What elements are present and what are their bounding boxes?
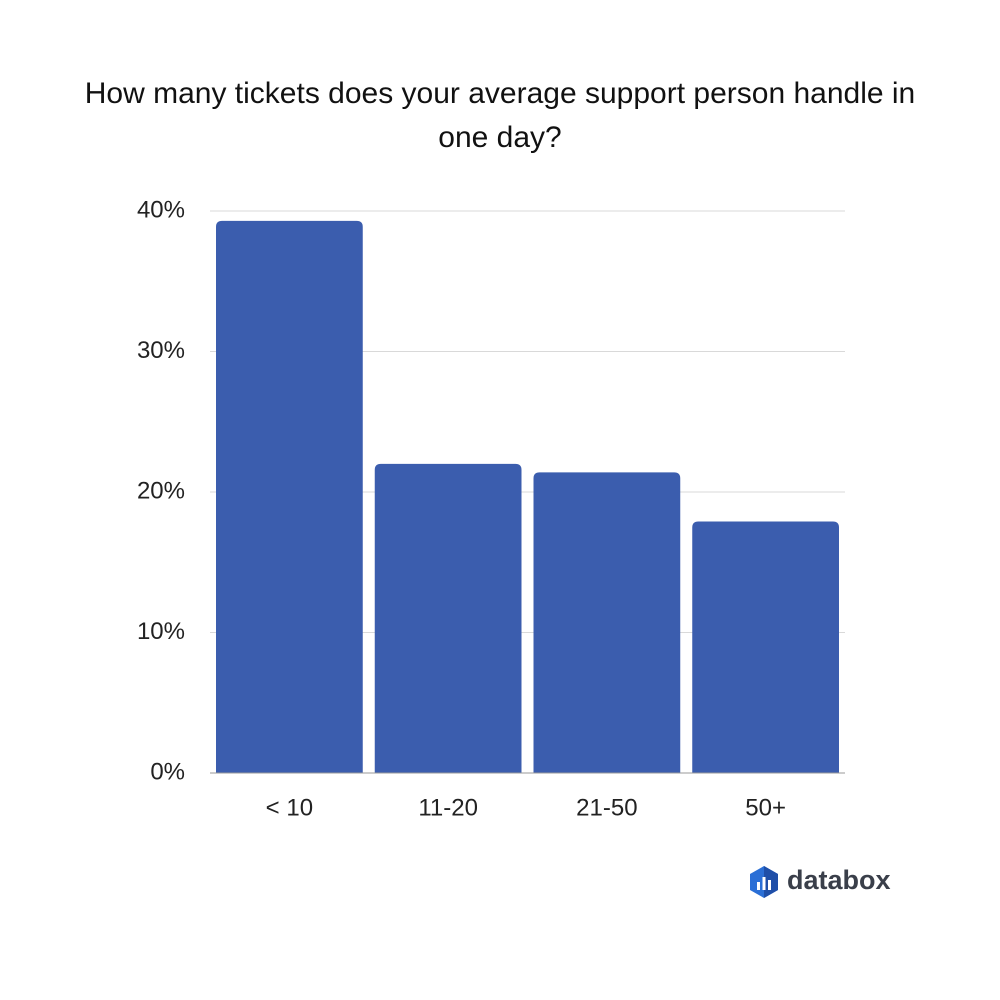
- chart-title: How many tickets does your average suppo…: [84, 77, 916, 154]
- logo-bar: [768, 880, 771, 890]
- bar: [533, 472, 681, 773]
- y-tick-label: 10%: [137, 618, 185, 645]
- y-tick-label: 20%: [137, 477, 185, 504]
- y-tick-label: 0%: [150, 758, 185, 785]
- x-tick-label: < 10: [266, 794, 313, 821]
- bar: [374, 463, 522, 773]
- bar: [692, 521, 839, 773]
- y-tick-label: 30%: [137, 337, 185, 364]
- x-tick-label: 50+: [745, 794, 786, 821]
- logo-bar: [762, 877, 766, 890]
- x-tick-label: 21-50: [576, 794, 637, 821]
- bar: [216, 220, 363, 773]
- x-tick-label: 11-20: [418, 794, 478, 821]
- brand-name: databox: [787, 865, 891, 895]
- logo-bar: [757, 882, 760, 890]
- brand-logo: [750, 866, 778, 898]
- y-tick-label: 40%: [137, 196, 185, 223]
